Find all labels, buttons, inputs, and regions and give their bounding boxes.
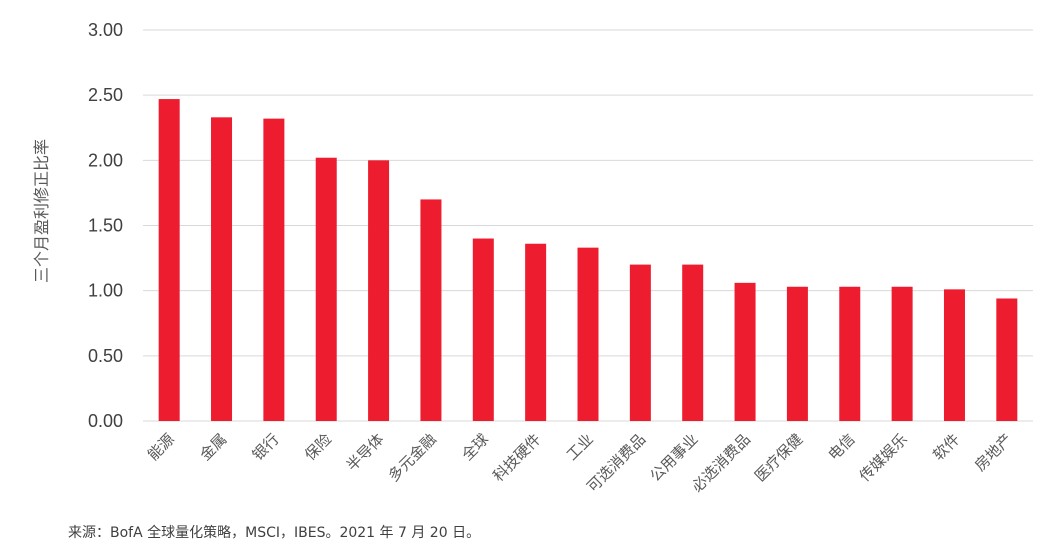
- bar-2: [263, 118, 285, 422]
- bar-chart: 0.00 0.50 1.00 1.50 2.00 2.50 3.00 能源 金属 银行 保险 半导体…: [32, 20, 1033, 496]
- x-tick-label: 全球: [458, 430, 492, 464]
- bar-12: [786, 286, 808, 421]
- bar-16: [996, 298, 1018, 421]
- bar-7: [525, 243, 547, 421]
- x-tick-label: 工业: [563, 430, 597, 464]
- bar-6: [472, 238, 494, 421]
- y-tick-label: 2.50: [88, 85, 123, 105]
- x-tick-label: 能源: [144, 430, 178, 464]
- bar-0: [158, 99, 180, 422]
- bar-8: [577, 247, 599, 421]
- y-tick-label: 0.50: [88, 346, 123, 366]
- y-tick-label: 1.50: [88, 216, 123, 236]
- y-tick-label: 3.00: [88, 20, 123, 40]
- x-tick-label: 科技硬件: [489, 430, 544, 485]
- bar-1: [211, 117, 233, 421]
- bar-11: [734, 282, 756, 421]
- bars: [158, 99, 1018, 422]
- x-tick-label: 半导体: [343, 430, 388, 475]
- x-tick-label: 银行: [249, 430, 283, 464]
- y-tick-label: 0.00: [88, 411, 123, 431]
- x-tick-label: 金属: [196, 430, 230, 464]
- y-tick-label: 2.00: [88, 150, 123, 170]
- bar-10: [682, 264, 704, 421]
- y-tick-label: 1.00: [88, 281, 123, 301]
- y-axis-ticks: 0.00 0.50 1.00 1.50 2.00 2.50 3.00: [88, 20, 123, 431]
- x-tick-label: 多元金融: [385, 430, 440, 485]
- bar-13: [839, 286, 861, 421]
- x-tick-label: 软件: [929, 430, 963, 464]
- source-note: 来源：BofA 全球量化策略，MSCI，IBES。2021 年 7 月 20 日…: [68, 525, 481, 541]
- y-axis-label: 三个月盈利修正比率: [32, 139, 51, 283]
- bar-4: [368, 160, 390, 422]
- bar-9: [629, 264, 651, 421]
- bar-5: [420, 199, 442, 421]
- x-tick-label: 电信: [825, 430, 859, 464]
- x-tick-label: 医疗保健: [751, 430, 806, 485]
- bar-14: [891, 286, 913, 421]
- x-tick-label: 传媒娱乐: [856, 430, 911, 485]
- x-tick-label: 保险: [301, 430, 335, 464]
- x-tick-label: 房地产: [971, 430, 1016, 475]
- bar-3: [315, 157, 337, 421]
- bar-15: [943, 289, 965, 421]
